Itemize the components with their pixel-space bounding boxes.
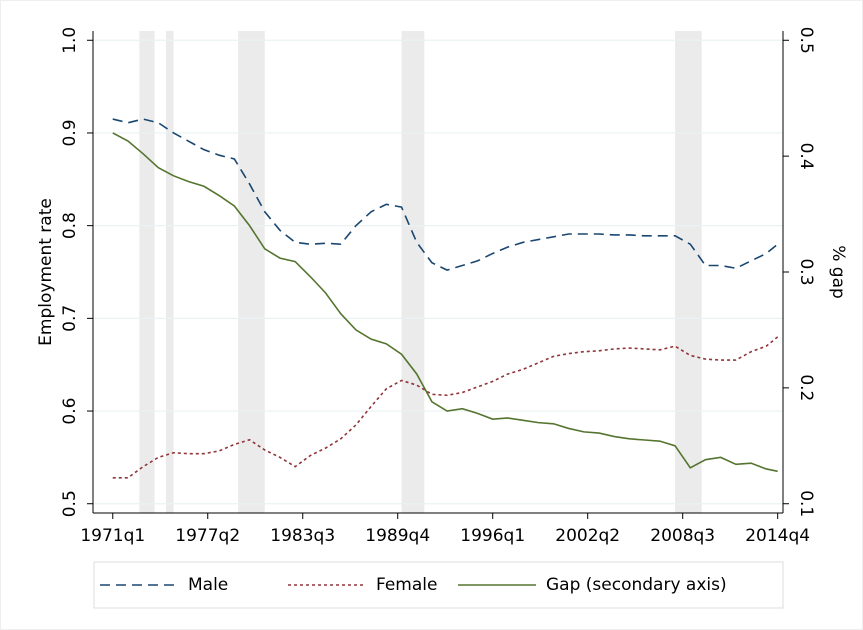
y-tick-label: 0.5 — [60, 490, 80, 517]
y2-tick-label: 0.3 — [796, 258, 816, 285]
y2-tick-label: 0.4 — [796, 143, 816, 170]
shaded-period — [675, 31, 702, 513]
y2-tick-label: 0.1 — [796, 490, 816, 517]
legend-box — [93, 561, 784, 609]
y-axis-label: Employment rate — [36, 198, 56, 346]
y-tick-label: 0.8 — [60, 212, 80, 239]
legend-label: Male — [188, 575, 228, 595]
shaded-period — [165, 31, 174, 513]
legend-label: Gap (secondary axis) — [546, 575, 727, 595]
x-tick-label: 2002q2 — [555, 526, 620, 546]
x-tick-label: 2008q3 — [650, 526, 715, 546]
series-line — [112, 132, 778, 473]
y2-tick-label: 0.2 — [796, 374, 816, 401]
x-tick-label: 1977q2 — [175, 526, 240, 546]
y2-axis-label: % gap — [828, 245, 848, 299]
shaded-period — [139, 31, 155, 513]
y-tick-label: 0.6 — [60, 398, 80, 425]
y-tick-label: 0.9 — [60, 119, 80, 146]
shaded-period — [401, 31, 425, 513]
shaded-period — [238, 31, 265, 513]
series-line — [112, 336, 779, 479]
series-line — [112, 118, 779, 272]
x-tick-label: 2014q4 — [745, 526, 810, 546]
x-tick-label: 1996q1 — [460, 526, 525, 546]
y2-tick-label: 0.5 — [796, 27, 816, 54]
x-tick-label: 1971q1 — [80, 526, 145, 546]
legend-label: Female — [376, 575, 437, 595]
x-tick-label: 1989q4 — [365, 526, 430, 546]
x-tick-label: 1983q3 — [270, 526, 335, 546]
y-tick-label: 0.7 — [60, 305, 80, 332]
y-tick-label: 1.0 — [60, 27, 80, 54]
